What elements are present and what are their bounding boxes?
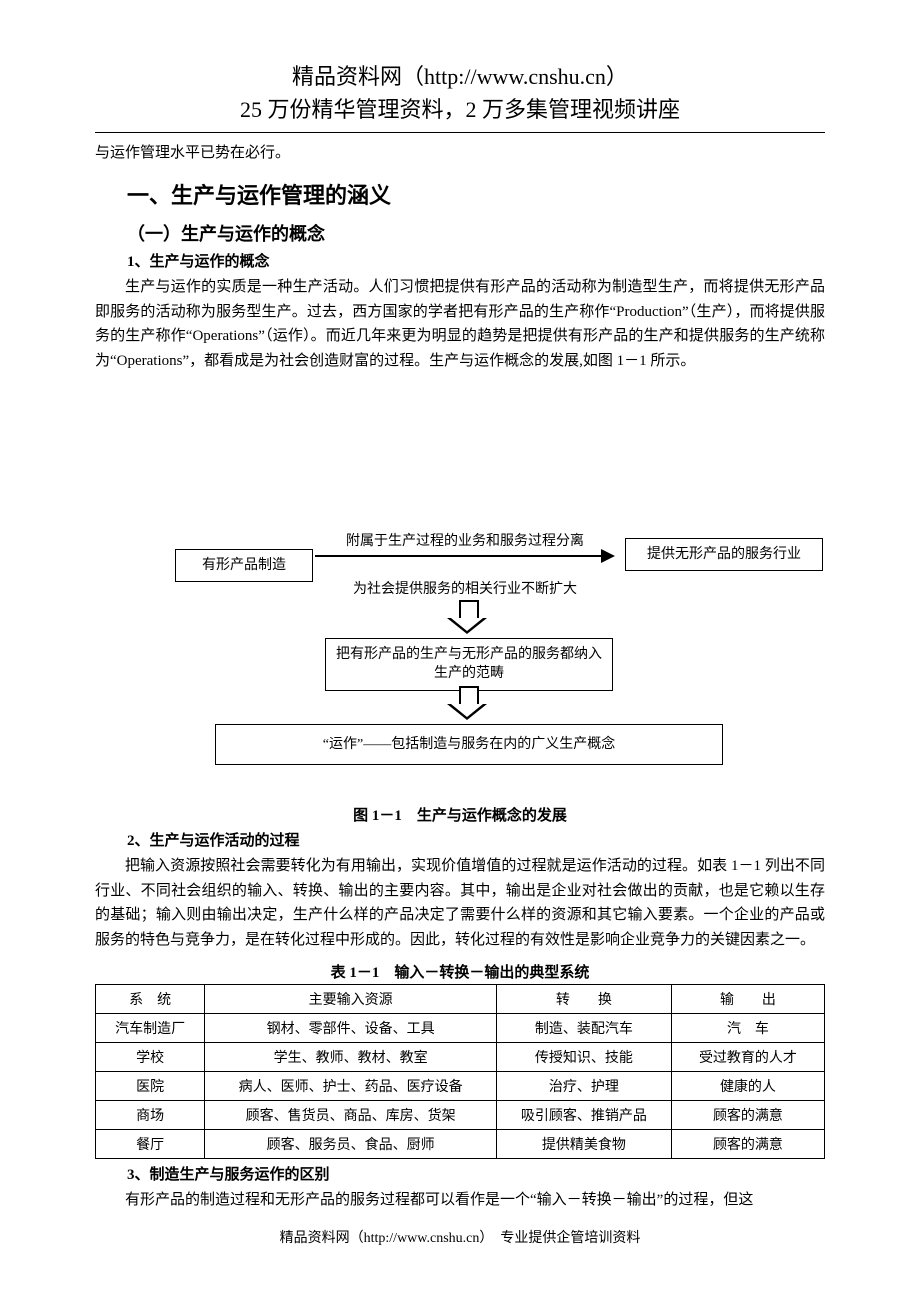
table-row: 餐厅 顾客、服务员、食品、厨师 提供精美食物 顾客的满意 bbox=[96, 1129, 825, 1158]
flow-arrow-down-1 bbox=[447, 600, 487, 636]
table-col-1: 主要输入资源 bbox=[205, 984, 497, 1013]
paragraph-1: 生产与运作的实质是一种生产活动。人们习惯把提供有形产品的活动称为制造型生产，而将… bbox=[95, 275, 825, 374]
intro-tail: 与运作管理水平已势在必行。 bbox=[95, 141, 825, 166]
header-line-2: 25 万份精华管理资料，2 万多集管理视频讲座 bbox=[95, 93, 825, 126]
flow-box-left: 有形产品制造 bbox=[175, 549, 313, 583]
table-caption: 表 1－1 输入－转换－输出的典型系统 bbox=[95, 961, 825, 982]
flow-box-final-text: “运作”——包括制造与服务在内的广义生产概念 bbox=[323, 737, 615, 752]
table-row: 学校 学生、教师、教材、教室 传授知识、技能 受过教育的人才 bbox=[96, 1042, 825, 1071]
figure-caption: 图 1－1 生产与运作概念的发展 bbox=[95, 804, 825, 825]
table-row: 汽车制造厂 钢材、零部件、设备、工具 制造、装配汽车 汽 车 bbox=[96, 1013, 825, 1042]
page-footer: 精品资料网（http://www.cnshu.cn） 专业提供企管培训资料 bbox=[95, 1227, 825, 1247]
flow-box-final: “运作”——包括制造与服务在内的广义生产概念 bbox=[215, 724, 723, 766]
flow-label-bottom: 为社会提供服务的相关行业不断扩大 bbox=[325, 578, 605, 598]
heading-3-c: 3、制造生产与服务运作的区别 bbox=[127, 1163, 825, 1184]
heading-2-a: （一）生产与运作的概念 bbox=[127, 220, 825, 246]
flow-box-right: 提供无形产品的服务行业 bbox=[625, 538, 823, 572]
io-table: 系 统 主要输入资源 转 换 输 出 汽车制造厂 钢材、零部件、设备、工具 制造… bbox=[95, 984, 825, 1159]
paragraph-2: 把输入资源按照社会需要转化为有用输出，实现价值增值的过程就是运作活动的过程。如表… bbox=[95, 854, 825, 953]
table-row: 医院 病人、医师、护士、药品、医疗设备 治疗、护理 健康的人 bbox=[96, 1071, 825, 1100]
flow-box-mid-text: 把有形产品的生产与无形产品的服务都纳入生产的范畴 bbox=[336, 647, 602, 682]
heading-1: 一、生产与运作管理的涵义 bbox=[127, 178, 825, 210]
table-col-3: 输 出 bbox=[671, 984, 824, 1013]
document-page: 精品资料网（http://www.cnshu.cn） 25 万份精华管理资料，2… bbox=[0, 0, 920, 1287]
paragraph-3: 有形产品的制造过程和无形产品的服务过程都可以看作是一个“输入－转换－输出”的过程… bbox=[95, 1188, 825, 1213]
flow-box-left-text: 有形产品制造 bbox=[202, 558, 286, 573]
page-header: 精品资料网（http://www.cnshu.cn） 25 万份精华管理资料，2… bbox=[95, 60, 825, 133]
table-col-2: 转 换 bbox=[496, 984, 671, 1013]
heading-3-a: 1、生产与运作的概念 bbox=[127, 250, 825, 271]
flowchart: 有形产品制造 提供无形产品的服务行业 附属于生产过程的业务和服务过程分离 为社会… bbox=[95, 524, 825, 794]
flow-box-right-text: 提供无形产品的服务行业 bbox=[647, 547, 801, 562]
table-header-row: 系 统 主要输入资源 转 换 输 出 bbox=[96, 984, 825, 1013]
flow-box-mid: 把有形产品的生产与无形产品的服务都纳入生产的范畴 bbox=[325, 638, 613, 691]
flow-label-top: 附属于生产过程的业务和服务过程分离 bbox=[325, 530, 605, 550]
flow-arrow-down-2 bbox=[447, 686, 487, 722]
table-col-0: 系 统 bbox=[96, 984, 205, 1013]
header-line-1: 精品资料网（http://www.cnshu.cn） bbox=[95, 60, 825, 93]
heading-3-b: 2、生产与运作活动的过程 bbox=[127, 829, 825, 850]
table-row: 商场 顾客、售货员、商品、库房、货架 吸引顾客、推销产品 顾客的满意 bbox=[96, 1100, 825, 1129]
